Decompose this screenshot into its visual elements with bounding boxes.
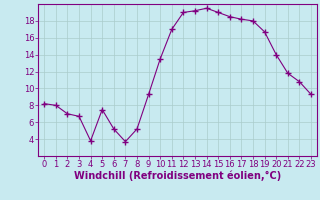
X-axis label: Windchill (Refroidissement éolien,°C): Windchill (Refroidissement éolien,°C) [74, 171, 281, 181]
